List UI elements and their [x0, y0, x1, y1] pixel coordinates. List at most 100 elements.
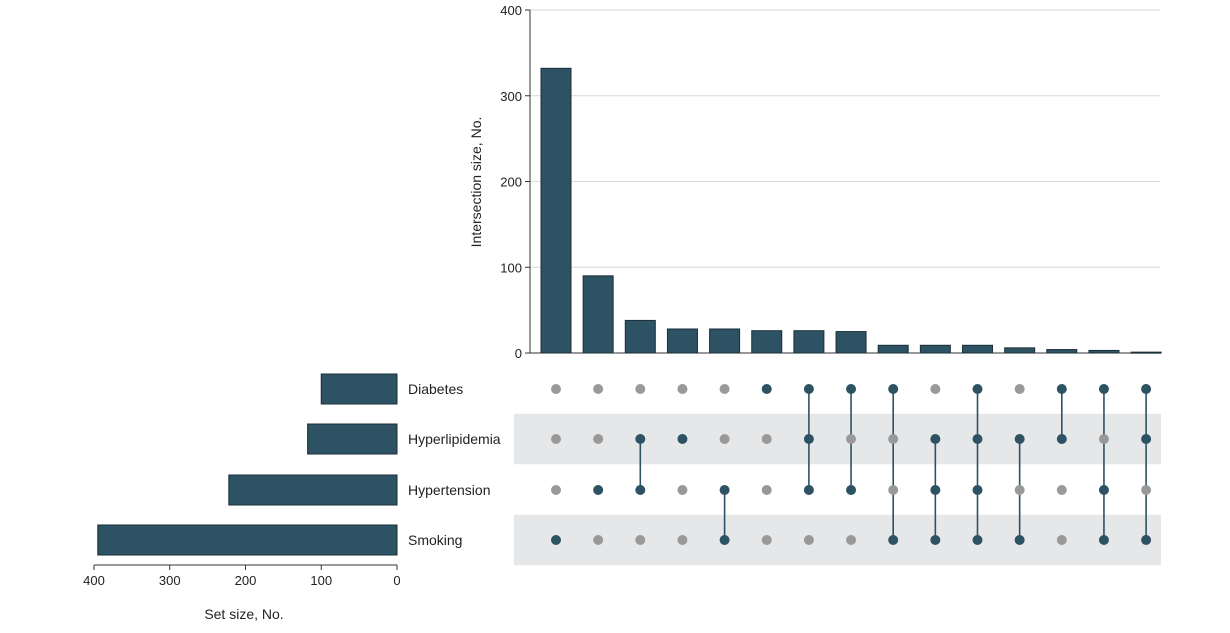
matrix-dot-inactive: [1098, 434, 1109, 444]
set-axis-tick-label: 300: [159, 573, 181, 588]
matrix-dot-active: [930, 535, 941, 545]
matrix-dot-active: [930, 434, 941, 444]
intersection-bar: [962, 344, 993, 354]
matrix-dot-inactive: [551, 384, 561, 394]
matrix-dot-active: [1141, 384, 1152, 394]
matrix-dot-active: [1141, 535, 1152, 545]
matrix-stripe: [514, 514, 1161, 566]
y-tick-label: 400: [500, 3, 522, 18]
matrix-dot-inactive: [551, 485, 561, 495]
intersection-bar: [582, 275, 614, 354]
matrix-dot-active: [677, 434, 688, 444]
intersection-axis-label: Intersection size, No.: [468, 117, 484, 248]
matrix-dot-active: [888, 535, 899, 545]
matrix-dot-active: [551, 535, 561, 545]
matrix-dot-inactive: [1056, 485, 1067, 495]
set-axis-tick-label: 0: [393, 573, 400, 588]
set-size-bar: [320, 373, 398, 405]
intersection-bar: [1046, 349, 1078, 354]
matrix-dot-inactive: [719, 434, 730, 444]
matrix-dot-inactive: [719, 384, 730, 394]
matrix-dot-inactive: [803, 535, 814, 545]
y-tick-label: 0: [515, 346, 522, 361]
set-size-axis-label: Set size, No.: [204, 606, 283, 622]
matrix-dot-active: [1098, 384, 1109, 394]
set-axis-tick-label: 200: [235, 573, 257, 588]
intersection-bar: [793, 330, 825, 354]
matrix-dot-active: [803, 384, 814, 394]
matrix-dot-inactive: [593, 384, 604, 394]
matrix-dot-active: [1014, 535, 1025, 545]
set-size-axis: 400 300 200 100 0: [83, 564, 401, 588]
intersection-bar: [666, 328, 698, 354]
matrix-dot-active: [1141, 434, 1152, 444]
matrix-dot-inactive: [846, 535, 857, 545]
matrix-dot-active: [761, 384, 772, 394]
matrix-dot-active: [888, 384, 899, 394]
matrix-dot-inactive: [593, 535, 604, 545]
intersection-bar: [1130, 351, 1162, 354]
matrix-dot-active: [635, 485, 646, 495]
set-size-bar: [228, 474, 398, 506]
matrix-dot-inactive: [1014, 384, 1025, 394]
matrix-dot-active: [1056, 384, 1067, 394]
matrix-dot-inactive: [1014, 485, 1025, 495]
intersection-bar: [751, 330, 783, 354]
set-size-bar: [307, 423, 398, 455]
matrix-dot-active: [846, 384, 857, 394]
matrix-dot-inactive: [551, 434, 561, 444]
intersection-bar: [1088, 349, 1120, 354]
matrix-dot-active: [972, 384, 983, 394]
matrix-dot-inactive: [593, 434, 604, 444]
matrix-stripes: [514, 413, 1161, 566]
matrix-dot-active: [803, 434, 814, 444]
matrix-dot-inactive: [761, 434, 772, 444]
matrix-dot-active: [846, 485, 857, 495]
matrix-dot-inactive: [677, 384, 688, 394]
matrix-dot-active: [719, 535, 730, 545]
matrix-dot-active: [972, 434, 983, 444]
matrix-dot-active: [593, 485, 604, 495]
y-tick-label: 200: [500, 175, 522, 190]
matrix-dot-active: [972, 485, 983, 495]
matrix-dot-inactive: [888, 485, 899, 495]
matrix-dot-active: [1014, 434, 1025, 444]
matrix-dot-inactive: [930, 384, 941, 394]
matrix-stripe: [514, 413, 1161, 465]
matrix-dot-active: [972, 535, 983, 545]
matrix-dot-inactive: [761, 535, 772, 545]
set-size-bar: [97, 524, 398, 556]
set-axis-tick-label: 400: [83, 573, 105, 588]
matrix-dot-active: [719, 485, 730, 495]
matrix-dot-active: [930, 485, 941, 495]
membership-matrix: [551, 384, 1152, 545]
intersection-gridlines: [530, 9, 1160, 268]
matrix-dot-inactive: [1141, 485, 1152, 495]
set-labels: Diabetes Hyperlipidemia Hypertension Smokin…: [408, 381, 501, 548]
matrix-dot-inactive: [888, 434, 899, 444]
matrix-dot-inactive: [677, 485, 688, 495]
intersection-bar: [709, 328, 741, 354]
intersection-bar: [540, 67, 572, 354]
matrix-dot-inactive: [761, 485, 772, 495]
set-axis-tick-label: 100: [310, 573, 332, 588]
matrix-dot-active: [1098, 485, 1109, 495]
matrix-dot-inactive: [846, 434, 857, 444]
matrix-dot-active: [1056, 434, 1067, 444]
matrix-dot-inactive: [635, 384, 646, 394]
matrix-dot-active: [803, 485, 814, 495]
set-label: Hypertension: [408, 482, 491, 498]
set-label: Smoking: [408, 532, 462, 548]
set-size-bars: [97, 373, 398, 556]
matrix-dot-active: [1098, 535, 1109, 545]
intersection-bar: [624, 319, 656, 354]
intersection-bar: [877, 344, 909, 354]
matrix-dot-inactive: [677, 535, 688, 545]
intersection-bar: [835, 331, 867, 354]
matrix-dot-inactive: [1056, 535, 1067, 545]
set-label: Hyperlipidemia: [408, 431, 501, 447]
set-label: Diabetes: [408, 381, 463, 397]
intersection-bars: [540, 67, 1162, 354]
y-tick-label: 300: [500, 89, 522, 104]
